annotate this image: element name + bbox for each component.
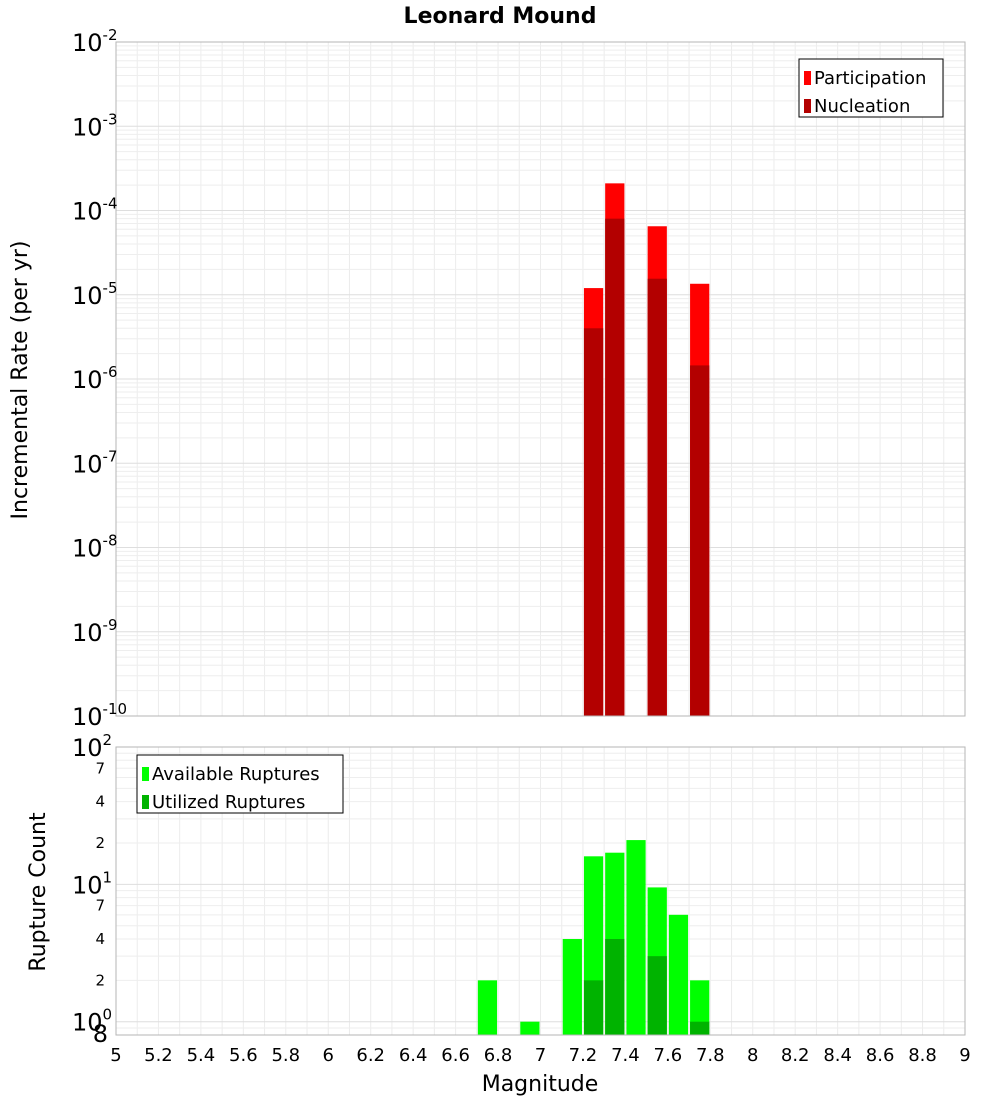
count-plot-frame (115, 746, 966, 1036)
x-tick-label: 6.4 (399, 1045, 428, 1066)
count-bar-b (583, 980, 604, 1035)
count-legend-entry: Utilized Ruptures (152, 792, 305, 813)
count-y-tick-label: 102 (72, 731, 112, 762)
rate-y-tick-base: 10 (72, 282, 103, 310)
x-tick-label: 7.2 (569, 1045, 598, 1066)
rate-y-tick-label: 10-5 (72, 279, 118, 310)
count-bar-a (477, 980, 498, 1035)
rate-y-tick-exponent: -8 (103, 532, 118, 550)
count-y-axis-label: Rupture Count (26, 812, 51, 972)
x-tick-label: 7.6 (654, 1045, 683, 1066)
x-tick-label: 8.8 (908, 1045, 937, 1066)
x-tick-label: 9 (959, 1045, 970, 1066)
rate-plot-frame (115, 41, 966, 717)
rate-y-tick-exponent: -7 (103, 447, 118, 465)
count-y-tick-label: 100 (72, 1006, 112, 1037)
rate-y-tick-base: 10 (72, 366, 103, 394)
x-tick-label: 8.4 (823, 1045, 852, 1066)
count-bar-a (520, 1021, 540, 1035)
rate-y-tick-base: 10 (72, 450, 103, 478)
count-y-minor-tick-label: 7 (95, 897, 105, 915)
rate-y-tick-label: 10-6 (72, 363, 118, 394)
rate-y-tick-base: 10 (72, 535, 103, 563)
x-tick-label: 6.8 (484, 1045, 513, 1066)
rate-legend-entry: Participation (814, 68, 926, 89)
count-y-minor-tick-label: 2 (95, 834, 105, 852)
rate-y-tick-base: 10 (72, 29, 103, 57)
count-y-tick-base: 10 (72, 1009, 103, 1037)
rate-bar-b (605, 218, 625, 716)
x-tick-label: 8.2 (781, 1045, 810, 1066)
rate-y-tick-exponent: -2 (103, 26, 118, 44)
rate-y-tick-exponent: -3 (103, 110, 118, 128)
rate-y-tick-label: 10-3 (72, 110, 118, 141)
count-y-minor-tick-label: 2 (95, 971, 105, 989)
rate-y-tick-exponent: -6 (103, 363, 118, 381)
x-tick-label: 5.8 (271, 1045, 300, 1066)
count-bar-a (562, 939, 582, 1035)
count-y-tick-exponent: 0 (103, 1006, 113, 1024)
chart-title: Leonard Mound (404, 4, 597, 29)
rate-y-tick-label: 10-10 (72, 700, 127, 731)
rate-legend-swatch (804, 71, 811, 85)
rate-legend-box (798, 58, 944, 118)
rate-y-tick-label: 10-7 (72, 447, 118, 478)
rate-y-tick-label: 10-4 (72, 195, 118, 226)
count-legend-box (136, 754, 344, 814)
count-bar-a (668, 914, 689, 1035)
count-y-minor-tick-label: 4 (95, 793, 105, 811)
x-tick-label: 5.2 (144, 1045, 173, 1066)
rate-y-tick-exponent: -9 (103, 616, 118, 634)
count-legend-swatch (142, 767, 149, 781)
x-tick-label: 7.8 (696, 1045, 725, 1066)
rate-y-tick-exponent: -10 (103, 700, 128, 718)
rate-y-tick-base: 10 (72, 113, 103, 141)
x-tick-label: 8 (747, 1045, 758, 1066)
count-bar-b (647, 956, 667, 1035)
count-y-tick-base: 10 (72, 871, 103, 899)
rate-y-tick-exponent: -5 (103, 279, 118, 297)
count-y-minor-tick-label: 4 (95, 930, 105, 948)
rate-bar-b (690, 365, 710, 716)
count-y-minor-tick-label: 7 (95, 759, 105, 777)
x-tick-label: 5 (110, 1045, 121, 1066)
count-y-tick-label: 101 (72, 868, 112, 899)
x-tick-label: 7.4 (611, 1045, 640, 1066)
x-tick-label: 6.6 (441, 1045, 470, 1066)
x-tick-label: 8.6 (866, 1045, 895, 1066)
count-bar-b (605, 939, 625, 1035)
x-tick-label: 5.6 (229, 1045, 258, 1066)
rate-legend-entry: Nucleation (814, 96, 910, 117)
x-tick-label: 7 (535, 1045, 546, 1066)
count-bar-a (626, 840, 646, 1035)
rate-y-tick-base: 10 (72, 619, 103, 647)
count-bar-a (690, 980, 710, 1035)
rate-plot: 10-1010-910-810-710-610-510-410-310-2Par… (72, 26, 966, 731)
count-y-tick-exponent: 2 (103, 731, 113, 749)
count-y-minor-tick-label: 8 (93, 1020, 108, 1048)
rate-legend-swatch (804, 99, 811, 113)
x-tick-label: 6.2 (356, 1045, 385, 1066)
rate-y-tick-base: 10 (72, 703, 103, 731)
rate-y-axis-label: Incremental Rate (per yr) (8, 241, 33, 520)
rate-y-tick-label: 10-8 (72, 532, 118, 563)
count-legend-swatch (142, 795, 149, 809)
x-tick-label: 5.4 (187, 1045, 216, 1066)
x-tick-label: 6 (323, 1045, 334, 1066)
rate-y-tick-label: 10-2 (72, 26, 118, 57)
x-axis-label: Magnitude (482, 1072, 599, 1097)
rate-y-tick-base: 10 (72, 198, 103, 226)
rate-bar-b (583, 328, 604, 716)
count-bar-b (690, 1021, 710, 1035)
count-y-tick-base: 10 (72, 734, 103, 762)
rate-bar-b (647, 278, 667, 716)
rate-y-tick-label: 10-9 (72, 616, 118, 647)
count-legend-entry: Available Ruptures (152, 764, 320, 785)
rate-y-tick-exponent: -4 (103, 195, 118, 213)
count-y-tick-exponent: 1 (103, 868, 113, 886)
